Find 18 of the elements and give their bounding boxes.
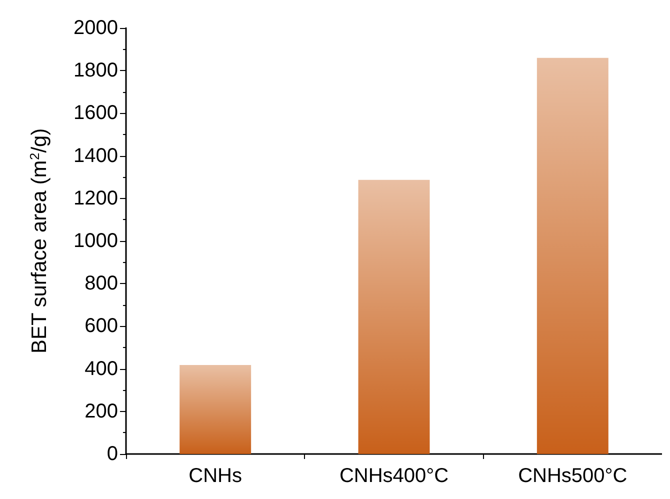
y-tick-label: 1600 bbox=[74, 102, 118, 124]
y-tick-label: 1200 bbox=[74, 187, 118, 210]
y-tick-label: 2000 bbox=[74, 17, 118, 39]
y-tick-label: 800 bbox=[84, 272, 118, 295]
bar bbox=[358, 180, 430, 454]
y-tick-label: 1000 bbox=[74, 230, 118, 252]
y-tick-label: 400 bbox=[84, 358, 118, 380]
y-tick-label: 600 bbox=[84, 315, 118, 338]
y-tick-label: 1400 bbox=[74, 144, 118, 167]
y-tick-label: 0 bbox=[106, 443, 118, 465]
x-tick-label: CNHs500°C bbox=[518, 465, 628, 487]
bar bbox=[536, 58, 608, 454]
x-tick-label: CNHs400°C bbox=[339, 465, 449, 487]
x-tick-label: CNHs bbox=[188, 465, 242, 487]
y-axis-title: BET surface area (m2/g) bbox=[27, 128, 51, 354]
y-tick-label: 200 bbox=[84, 400, 118, 422]
y-tick-label: 1800 bbox=[74, 60, 118, 82]
bar bbox=[180, 364, 252, 454]
